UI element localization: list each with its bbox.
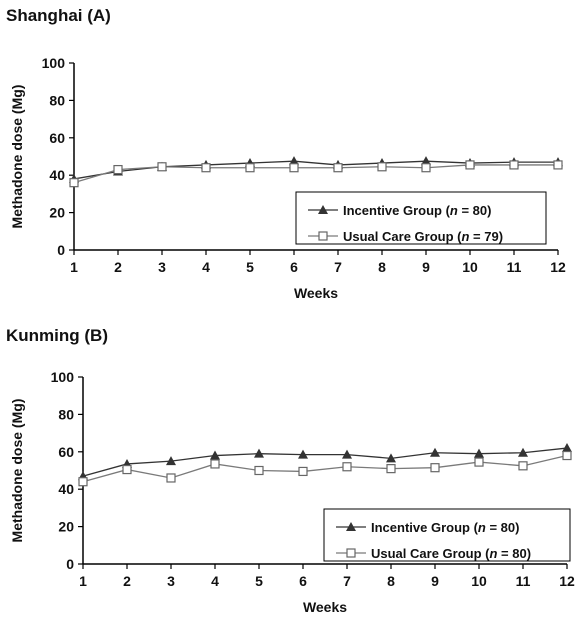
x-tick-label: 5 (246, 259, 254, 275)
x-tick-label: 5 (255, 573, 263, 589)
x-tick-label: 8 (387, 573, 395, 589)
data-point-usual-care (210, 459, 220, 469)
legend-marker-usual-care (318, 231, 328, 241)
data-point-incentive (210, 450, 220, 460)
data-point-usual-care (553, 160, 563, 170)
x-tick-label: 12 (559, 573, 575, 589)
data-point-incentive (298, 449, 308, 459)
data-point-usual-care (342, 462, 352, 472)
x-tick-label: 10 (462, 259, 478, 275)
x-axis-label: Weeks (294, 285, 338, 300)
y-tick-label: 100 (51, 369, 75, 385)
data-point-incentive (342, 449, 352, 459)
y-tick-label: 20 (58, 519, 74, 535)
legend-label: Incentive Group (n = 80) (343, 203, 491, 218)
data-point-usual-care (113, 164, 123, 175)
y-tick-label: 60 (58, 444, 74, 460)
y-tick-label: 100 (42, 55, 66, 71)
x-tick-label: 11 (516, 573, 531, 589)
data-point-incentive (166, 456, 176, 466)
data-point-usual-care (289, 163, 299, 173)
x-tick-label: 6 (290, 259, 298, 275)
x-tick-label: 7 (343, 573, 351, 589)
x-tick-label: 9 (422, 259, 430, 275)
data-point-usual-care (333, 163, 343, 173)
series-line (82, 447, 568, 477)
data-point-usual-care (254, 465, 264, 476)
y-tick-label: 0 (66, 556, 74, 572)
series-line (82, 454, 568, 483)
x-tick-label: 2 (114, 259, 122, 275)
legend-label: Usual Care Group (n = 79) (343, 229, 503, 244)
data-point-incentive (421, 156, 431, 166)
data-point-usual-care (78, 477, 88, 487)
y-tick-label: 40 (49, 167, 65, 183)
y-axis-label: Methadone dose (Mg) (9, 399, 25, 543)
y-axis-label: Methadone dose (Mg) (9, 85, 25, 229)
x-tick-label: 4 (202, 259, 210, 275)
x-axis-label: Weeks (303, 599, 347, 615)
legend-marker-incentive (346, 522, 356, 531)
x-tick-label: 4 (211, 573, 219, 589)
data-point-incentive (474, 448, 484, 458)
data-point-usual-care (562, 450, 572, 461)
legend-marker-incentive (318, 205, 328, 214)
data-point-usual-care (122, 464, 132, 475)
y-tick-label: 80 (58, 406, 74, 422)
data-point-usual-care (518, 461, 528, 471)
y-tick-label: 80 (49, 92, 65, 108)
legend-label: Usual Care Group (n = 80) (371, 546, 531, 561)
y-tick-label: 40 (58, 481, 74, 497)
legend-box (323, 508, 571, 562)
data-point-usual-care (298, 466, 308, 477)
y-tick-label: 0 (57, 242, 65, 258)
data-point-usual-care (465, 160, 475, 170)
data-point-incentive (386, 453, 396, 463)
series-line (73, 160, 558, 180)
data-point-incentive (430, 447, 440, 457)
legend-marker-usual-care (346, 548, 356, 558)
data-point-usual-care (157, 162, 167, 172)
x-tick-label: 10 (471, 573, 487, 589)
data-point-incentive (518, 447, 528, 457)
data-point-usual-care (430, 463, 440, 473)
chart-title-shanghai: Shanghai (A) (6, 6, 111, 25)
x-tick-label: 1 (79, 573, 87, 589)
data-point-usual-care (474, 457, 484, 467)
data-point-usual-care (509, 160, 519, 170)
chart-title-kunming: Kunming (B) (6, 326, 108, 345)
x-tick-label: 12 (550, 259, 566, 275)
x-tick-label: 7 (334, 259, 342, 275)
legend-label: Incentive Group (n = 80) (371, 520, 519, 535)
y-tick-label: 60 (49, 130, 65, 146)
data-point-incentive (289, 156, 299, 166)
x-tick-label: 8 (378, 259, 386, 275)
data-point-usual-care (377, 162, 387, 172)
data-point-usual-care (166, 473, 176, 483)
data-point-usual-care (245, 163, 255, 173)
y-tick-label: 20 (49, 205, 65, 221)
data-point-incentive (562, 443, 572, 453)
x-tick-label: 3 (167, 573, 175, 589)
x-tick-label: 2 (123, 573, 131, 589)
series-line (73, 164, 558, 184)
x-tick-label: 1 (70, 259, 78, 275)
data-point-usual-care (421, 163, 431, 173)
x-tick-label: 3 (158, 259, 166, 275)
x-tick-label: 9 (431, 573, 439, 589)
data-point-usual-care (69, 178, 79, 188)
data-point-usual-care (201, 163, 211, 173)
legend-box (295, 191, 547, 245)
data-point-incentive (254, 448, 264, 458)
x-tick-label: 11 (507, 259, 522, 275)
data-point-usual-care (386, 464, 396, 474)
x-tick-label: 6 (299, 573, 307, 589)
